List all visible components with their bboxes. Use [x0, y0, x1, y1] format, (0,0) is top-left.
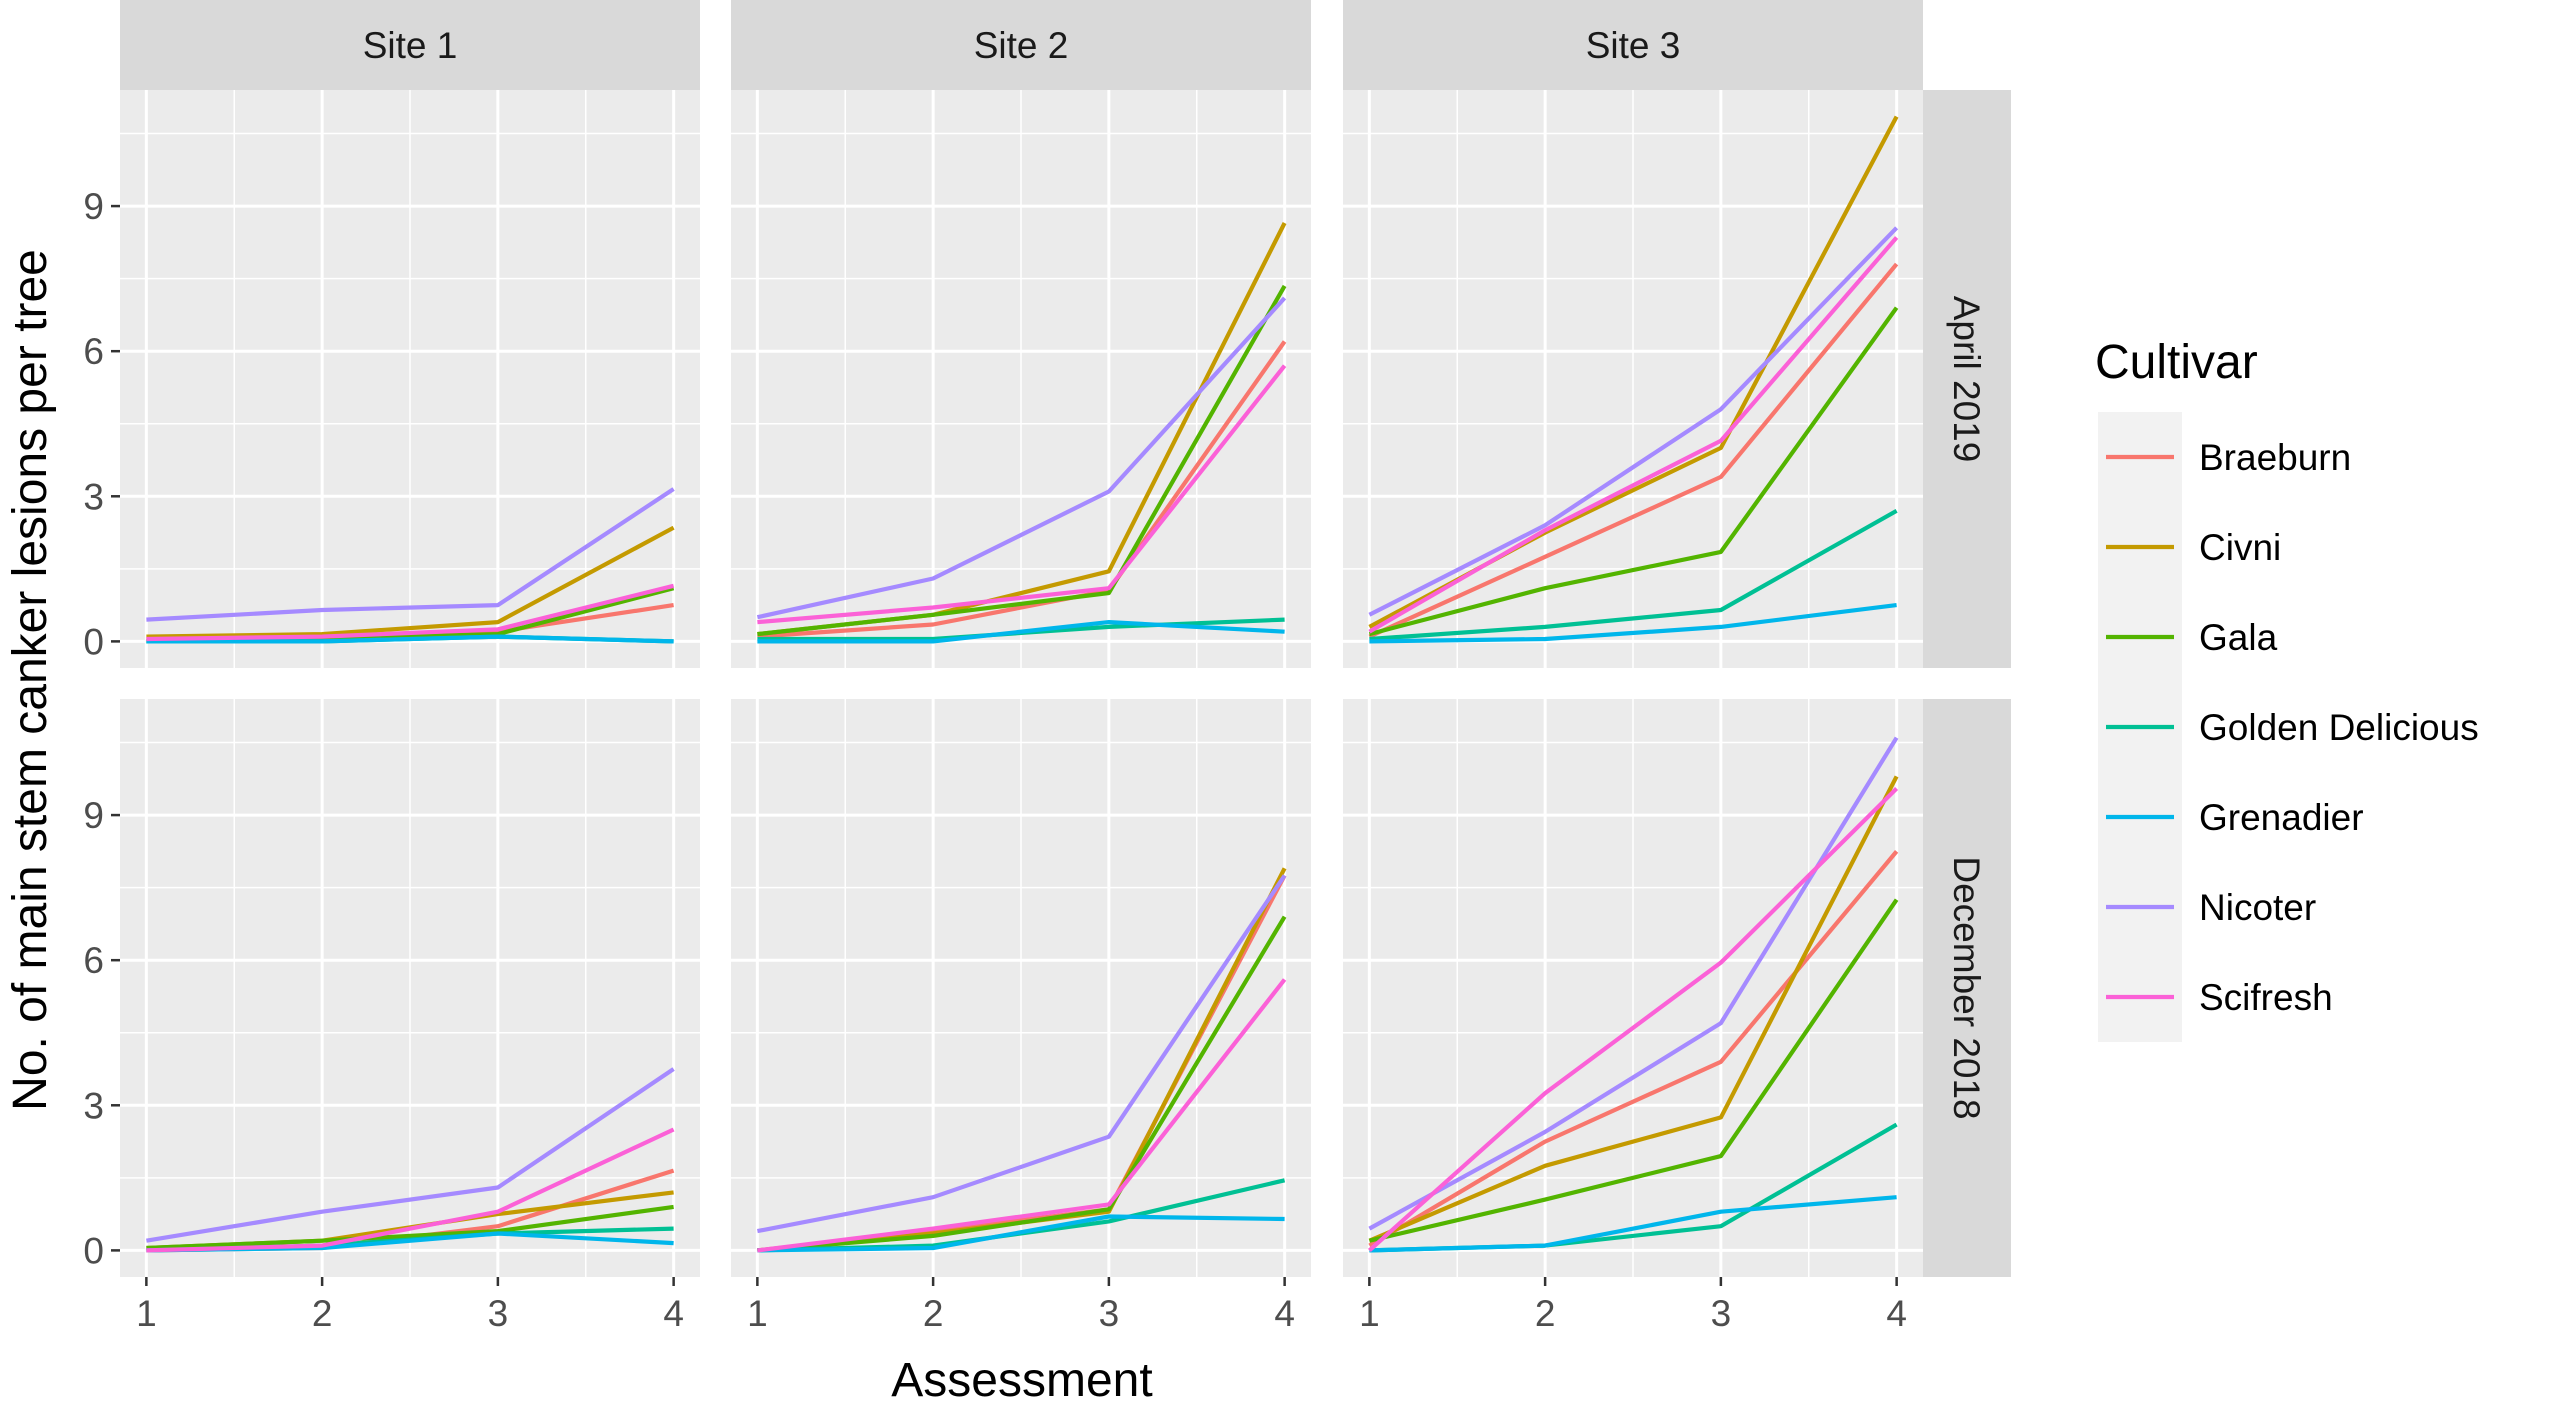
series-line-braeburn	[757, 340, 1287, 639]
x-tick-label: 2	[312, 1293, 333, 1334]
legend-label: Civni	[2199, 527, 2281, 568]
strip-background	[1923, 699, 2011, 1277]
strip-label: Site 3	[1586, 25, 1681, 66]
series-line-civni	[1368, 775, 1899, 1243]
legend: Cultivar Braeburn Civni Gala Golden Deliciou…	[2095, 336, 2479, 1042]
series-line-gala	[757, 915, 1287, 1253]
series-line-scifresh	[146, 1127, 675, 1253]
series-line-scifresh	[757, 978, 1287, 1253]
series-line-grenadier	[146, 634, 674, 644]
y-tick-label: 3	[83, 476, 104, 517]
legend-label: Golden Delicious	[2199, 707, 2479, 748]
strip-site-1: Site 1	[120, 0, 700, 90]
y-tick-label: 6	[83, 331, 104, 372]
x-axis-title: Assessment	[891, 1354, 1152, 1406]
series-line-braeburn	[1368, 850, 1899, 1248]
strip-background	[1923, 90, 2011, 668]
series-line-scifresh	[1367, 787, 1899, 1252]
y-tick-label: 0	[83, 621, 104, 662]
panel-site-1-april-2019	[120, 90, 700, 668]
strip-december-2018: December 2018	[1923, 699, 2011, 1277]
x-tick-label: 3	[488, 1293, 509, 1334]
series-line-golden-delicious	[1369, 508, 1898, 642]
x-tick-label: 2	[1535, 1293, 1556, 1334]
legend-entry-golden-delicious: Golden Delicious	[2098, 682, 2479, 772]
panels-layer	[120, 90, 1923, 1277]
x-tick-label: 4	[663, 1293, 684, 1334]
y-tick-label: 0	[83, 1230, 104, 1271]
strip-site-2: Site 2	[731, 0, 1311, 90]
series-line-gala	[1368, 306, 1899, 637]
strip-background	[120, 0, 700, 90]
series-line-grenadier	[757, 1214, 1285, 1253]
series-line-nicoter	[756, 296, 1287, 620]
strip-site-3: Site 3	[1343, 0, 1923, 90]
strip-background	[1343, 0, 1923, 90]
series-line-gala	[146, 1204, 674, 1251]
series-line-grenadier	[757, 619, 1285, 644]
series-line-nicoter	[146, 1067, 675, 1243]
y-tick-label: 9	[83, 795, 104, 836]
y-tick-label: 3	[83, 1085, 104, 1126]
strip-april-2019: April 2019	[1923, 90, 2011, 668]
x-tick-label: 4	[1274, 1293, 1295, 1334]
series-line-scifresh	[757, 364, 1287, 625]
series-line-gala	[1368, 898, 1899, 1243]
legend-entry-scifresh: Scifresh	[2098, 952, 2333, 1042]
x-tick-label: 4	[1886, 1293, 1907, 1334]
strip-label: Site 2	[974, 25, 1069, 66]
strip-label: April 2019	[1946, 296, 1987, 463]
y-axis-title: No. of main stem canker lesions per tree	[4, 249, 57, 1111]
series-line-nicoter	[1368, 736, 1899, 1231]
legend-title: Cultivar	[2095, 336, 2258, 389]
series-line-nicoter	[146, 487, 675, 622]
facet-strips: Site 1 Site 2 Site 3 April 2019 December 201…	[120, 0, 2011, 1277]
series-line-nicoter	[757, 874, 1287, 1234]
panel-site-1-december-2018	[120, 699, 700, 1277]
strip-label: December 2018	[1946, 856, 1987, 1119]
legend-label: Scifresh	[2199, 977, 2333, 1018]
x-tick-label: 3	[1711, 1293, 1732, 1334]
panel-site-3-april-2019	[1343, 90, 1923, 668]
legend-entry-nicoter: Nicoter	[2098, 862, 2316, 952]
series-line-nicoter	[1368, 226, 1899, 617]
legend-entry-braeburn: Braeburn	[2098, 412, 2351, 502]
series-line-braeburn	[1368, 262, 1899, 639]
x-tick-label: 2	[923, 1293, 944, 1334]
panel-site-2-april-2019	[731, 90, 1311, 668]
series-line-gala	[757, 284, 1287, 637]
panel-site-2-december-2018	[731, 699, 1311, 1277]
legend-label: Grenadier	[2199, 797, 2364, 838]
legend-label: Gala	[2199, 617, 2278, 658]
y-tick-label: 6	[83, 940, 104, 981]
legend-label: Braeburn	[2199, 437, 2351, 478]
panel-site-3-december-2018	[1343, 699, 1923, 1277]
legend-entry-gala: Gala	[2098, 592, 2278, 682]
strip-background	[731, 0, 1311, 90]
x-tick-label: 1	[1359, 1293, 1380, 1334]
series-line-scifresh	[146, 583, 675, 642]
series-line-civni	[146, 525, 675, 639]
x-tick-label: 1	[747, 1293, 768, 1334]
legend-label: Nicoter	[2199, 887, 2316, 928]
y-tick-label: 9	[83, 186, 104, 227]
x-tick-label: 3	[1099, 1293, 1120, 1334]
series-line-grenadier	[1369, 603, 1897, 644]
legend-entry-grenadier: Grenadier	[2098, 772, 2364, 862]
x-tick-label: 1	[136, 1293, 157, 1334]
series-line-grenadier	[1369, 1195, 1897, 1253]
legend-entry-civni: Civni	[2098, 502, 2281, 592]
series-line-scifresh	[1368, 236, 1899, 634]
strip-label: Site 1	[363, 25, 458, 66]
